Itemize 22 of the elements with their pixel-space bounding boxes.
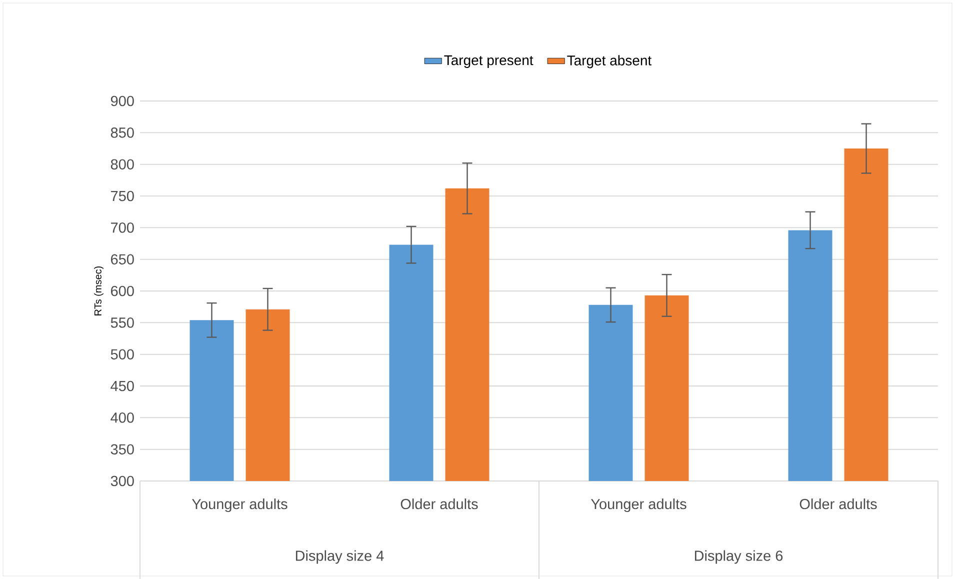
x-tick-label: Older adults <box>800 498 877 510</box>
y-tick-label: 650 <box>111 254 134 264</box>
y-tick-label: 350 <box>110 444 134 454</box>
y-tick-label: 900 <box>110 96 134 106</box>
y-tick-label: 800 <box>110 159 134 170</box>
y-tick-label: 850 <box>110 128 134 138</box>
text: Display size 4 <box>296 550 384 564</box>
y-tick-label: 700 <box>111 222 134 233</box>
y-tick-label: 600 <box>111 286 134 296</box>
y-tick-label: 550 <box>110 318 134 328</box>
y-tick-label: 450 <box>110 380 134 392</box>
x-tick-label: Younger adults <box>192 498 288 512</box>
x-tick-label: Younger adults <box>590 498 686 512</box>
y-tick-label: 750 <box>111 190 134 202</box>
y-tick-label: 400 <box>110 412 134 423</box>
x-tick-label: Older adults <box>400 498 478 510</box>
y-tick-label: 500 <box>110 349 134 360</box>
text: Display size 6 <box>694 550 783 564</box>
y-tick-label: 300 <box>110 476 134 486</box>
legend-label: Target absent <box>567 55 652 68</box>
y-axis-title: RTs (msec) <box>94 266 104 316</box>
legend-label: Target present <box>444 55 534 68</box>
